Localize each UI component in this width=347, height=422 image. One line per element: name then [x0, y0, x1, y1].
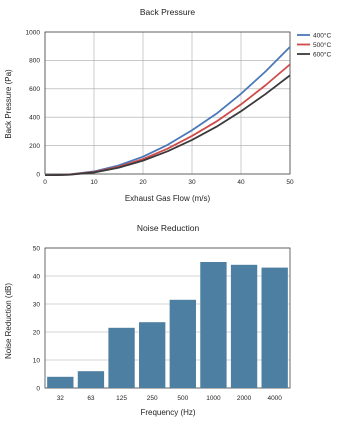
y-tick-label: 800	[29, 58, 40, 65]
y-tick-label: 0	[36, 385, 40, 392]
x-tick-label: 0	[43, 179, 47, 186]
x-tick-label: 63	[87, 395, 95, 402]
y-tick-label: 600	[29, 86, 40, 93]
x-tick-label: 250	[147, 395, 158, 402]
noise-reduction-chart: Noise Reduction Frequency (Hz) Noise Red…	[4, 223, 291, 417]
bar	[139, 322, 166, 388]
y-tick-label: 40	[33, 273, 41, 280]
bar	[47, 376, 74, 388]
y-tick-label: 10	[33, 357, 41, 364]
y-axis-label: Back Pressure (Pa)	[4, 69, 13, 139]
bar	[230, 264, 258, 388]
bar	[169, 299, 196, 388]
x-tick-label: 125	[116, 395, 127, 402]
plot-frame	[44, 247, 291, 389]
y-tick-label: 50	[33, 245, 41, 252]
x-tick-label: 40	[237, 179, 245, 186]
x-axis-label: Exhaust Gas Flow (m/s)	[125, 194, 211, 203]
chart-title: Back Pressure	[140, 7, 196, 17]
x-tick-label: 32	[57, 395, 65, 402]
legend-label: 600°C	[313, 50, 331, 58]
plot-frame	[44, 31, 291, 175]
x-tick-label: 50	[286, 179, 294, 186]
x-tick-label: 500	[177, 395, 188, 402]
bar	[108, 327, 135, 388]
y-tick-label: 400	[29, 115, 40, 122]
back-pressure-chart: Back Pressure Exhaust Gas Flow (m/s) Bac…	[4, 7, 331, 203]
bar	[200, 262, 227, 388]
y-tick-label: 200	[29, 143, 40, 150]
y-tick-label: 20	[33, 329, 41, 336]
x-tick-label: 4000	[267, 395, 282, 402]
bar	[261, 267, 288, 388]
x-tick-label: 10	[90, 179, 98, 186]
x-tick-label: 20	[139, 179, 147, 186]
series-line	[45, 74, 290, 176]
x-tick-label: 1000	[206, 395, 221, 402]
legend-label: 500°C	[313, 41, 331, 49]
chart-title: Noise Reduction	[137, 223, 200, 233]
y-tick-label: 1000	[26, 29, 41, 36]
x-axis-label: Frequency (Hz)	[140, 408, 195, 417]
x-tick-label: 30	[188, 179, 196, 186]
legend-label: 400°C	[313, 31, 331, 39]
bar	[77, 371, 105, 388]
y-tick-label: 30	[33, 301, 41, 308]
x-tick-label: 2000	[237, 395, 252, 402]
y-axis-label: Noise Reduction (dB)	[4, 283, 13, 359]
y-tick-label: 0	[36, 171, 40, 178]
